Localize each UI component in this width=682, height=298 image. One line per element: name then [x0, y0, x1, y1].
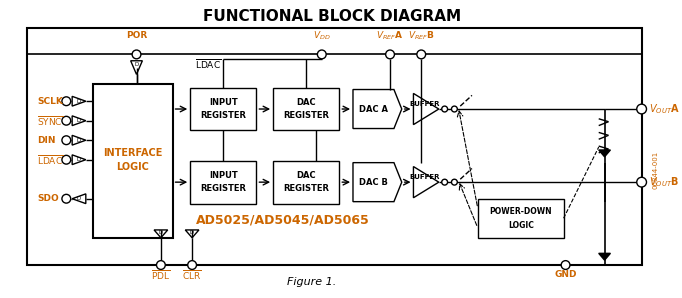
Polygon shape — [154, 230, 168, 238]
Circle shape — [417, 50, 426, 59]
Bar — [93, 84, 173, 238]
Text: FUNCTIONAL BLOCK DIAGRAM: FUNCTIONAL BLOCK DIAGRAM — [203, 9, 462, 24]
Polygon shape — [72, 194, 86, 204]
Text: $V_{OUT}$B: $V_{OUT}$B — [649, 175, 679, 189]
Polygon shape — [131, 61, 143, 74]
Text: POWER-DOWN: POWER-DOWN — [490, 207, 552, 216]
Text: GND: GND — [554, 270, 577, 279]
Text: DAC: DAC — [297, 171, 316, 180]
Text: LOGIC: LOGIC — [508, 221, 533, 229]
Text: 06844-001: 06844-001 — [652, 150, 658, 189]
Text: LOGIC: LOGIC — [116, 162, 149, 172]
Text: DAC B: DAC B — [359, 178, 388, 187]
Polygon shape — [413, 167, 439, 198]
Text: $\overline{\rm LDAC}$: $\overline{\rm LDAC}$ — [195, 57, 222, 71]
Circle shape — [62, 97, 71, 105]
Polygon shape — [353, 89, 402, 128]
Polygon shape — [599, 253, 610, 260]
Text: $V_{DD}$: $V_{DD}$ — [313, 30, 331, 42]
Text: D: D — [134, 62, 138, 67]
Text: BUFFER: BUFFER — [409, 101, 439, 107]
Polygon shape — [413, 93, 439, 125]
Circle shape — [62, 116, 71, 125]
Text: $V_{REF}$B: $V_{REF}$B — [408, 30, 434, 42]
Text: D: D — [77, 138, 81, 143]
Polygon shape — [72, 116, 86, 125]
Circle shape — [62, 155, 71, 164]
Text: AD5025/AD5045/AD5065: AD5025/AD5045/AD5065 — [196, 214, 370, 227]
Text: $V_{REF}$A: $V_{REF}$A — [376, 30, 404, 42]
Text: SCLK: SCLK — [37, 97, 63, 106]
Circle shape — [561, 261, 570, 269]
Text: $V_{OUT}$A: $V_{OUT}$A — [649, 102, 681, 116]
Text: REGISTER: REGISTER — [201, 184, 246, 193]
Text: D: D — [77, 99, 81, 104]
Circle shape — [188, 261, 196, 269]
Circle shape — [442, 179, 447, 185]
Text: DIN: DIN — [37, 136, 55, 145]
Circle shape — [451, 106, 458, 112]
Text: $\overline{\rm CLR}$: $\overline{\rm CLR}$ — [182, 268, 202, 282]
Polygon shape — [72, 135, 86, 145]
Text: $\overline{\rm SYNC}$: $\overline{\rm SYNC}$ — [37, 114, 63, 128]
Text: $\overline{\rm LDAC}$: $\overline{\rm LDAC}$ — [37, 153, 63, 167]
Circle shape — [637, 104, 647, 114]
Text: REGISTER: REGISTER — [283, 111, 329, 120]
Text: DAC: DAC — [297, 98, 316, 107]
Circle shape — [62, 194, 71, 203]
Circle shape — [62, 136, 71, 145]
Text: POR: POR — [126, 31, 147, 41]
Circle shape — [132, 50, 141, 59]
Text: INPUT: INPUT — [209, 171, 237, 180]
Text: DAC A: DAC A — [359, 105, 388, 114]
Bar — [190, 161, 256, 204]
Polygon shape — [186, 230, 199, 238]
Circle shape — [451, 179, 458, 185]
Polygon shape — [72, 155, 86, 164]
Bar — [190, 88, 256, 131]
Text: BUFFER: BUFFER — [409, 174, 439, 180]
Text: $\overline{\rm PDL}$: $\overline{\rm PDL}$ — [151, 268, 170, 282]
Polygon shape — [353, 163, 402, 202]
Bar — [478, 199, 563, 238]
Text: REGISTER: REGISTER — [201, 111, 246, 120]
Text: D: D — [77, 118, 81, 123]
Bar — [27, 28, 642, 265]
Bar — [273, 161, 340, 204]
Polygon shape — [599, 150, 610, 157]
Circle shape — [156, 261, 165, 269]
Polygon shape — [72, 96, 86, 106]
Text: SDO: SDO — [37, 194, 59, 203]
Circle shape — [385, 50, 394, 59]
Circle shape — [317, 50, 326, 59]
Text: D: D — [190, 230, 194, 235]
Text: Figure 1.: Figure 1. — [287, 277, 337, 287]
Text: D: D — [77, 196, 81, 201]
Circle shape — [442, 106, 447, 112]
Bar — [273, 88, 340, 131]
Text: INPUT: INPUT — [209, 98, 237, 107]
Text: INTERFACE: INTERFACE — [103, 148, 162, 158]
Text: REGISTER: REGISTER — [283, 184, 329, 193]
Circle shape — [637, 177, 647, 187]
Text: D: D — [77, 157, 81, 162]
Text: D: D — [159, 230, 163, 235]
